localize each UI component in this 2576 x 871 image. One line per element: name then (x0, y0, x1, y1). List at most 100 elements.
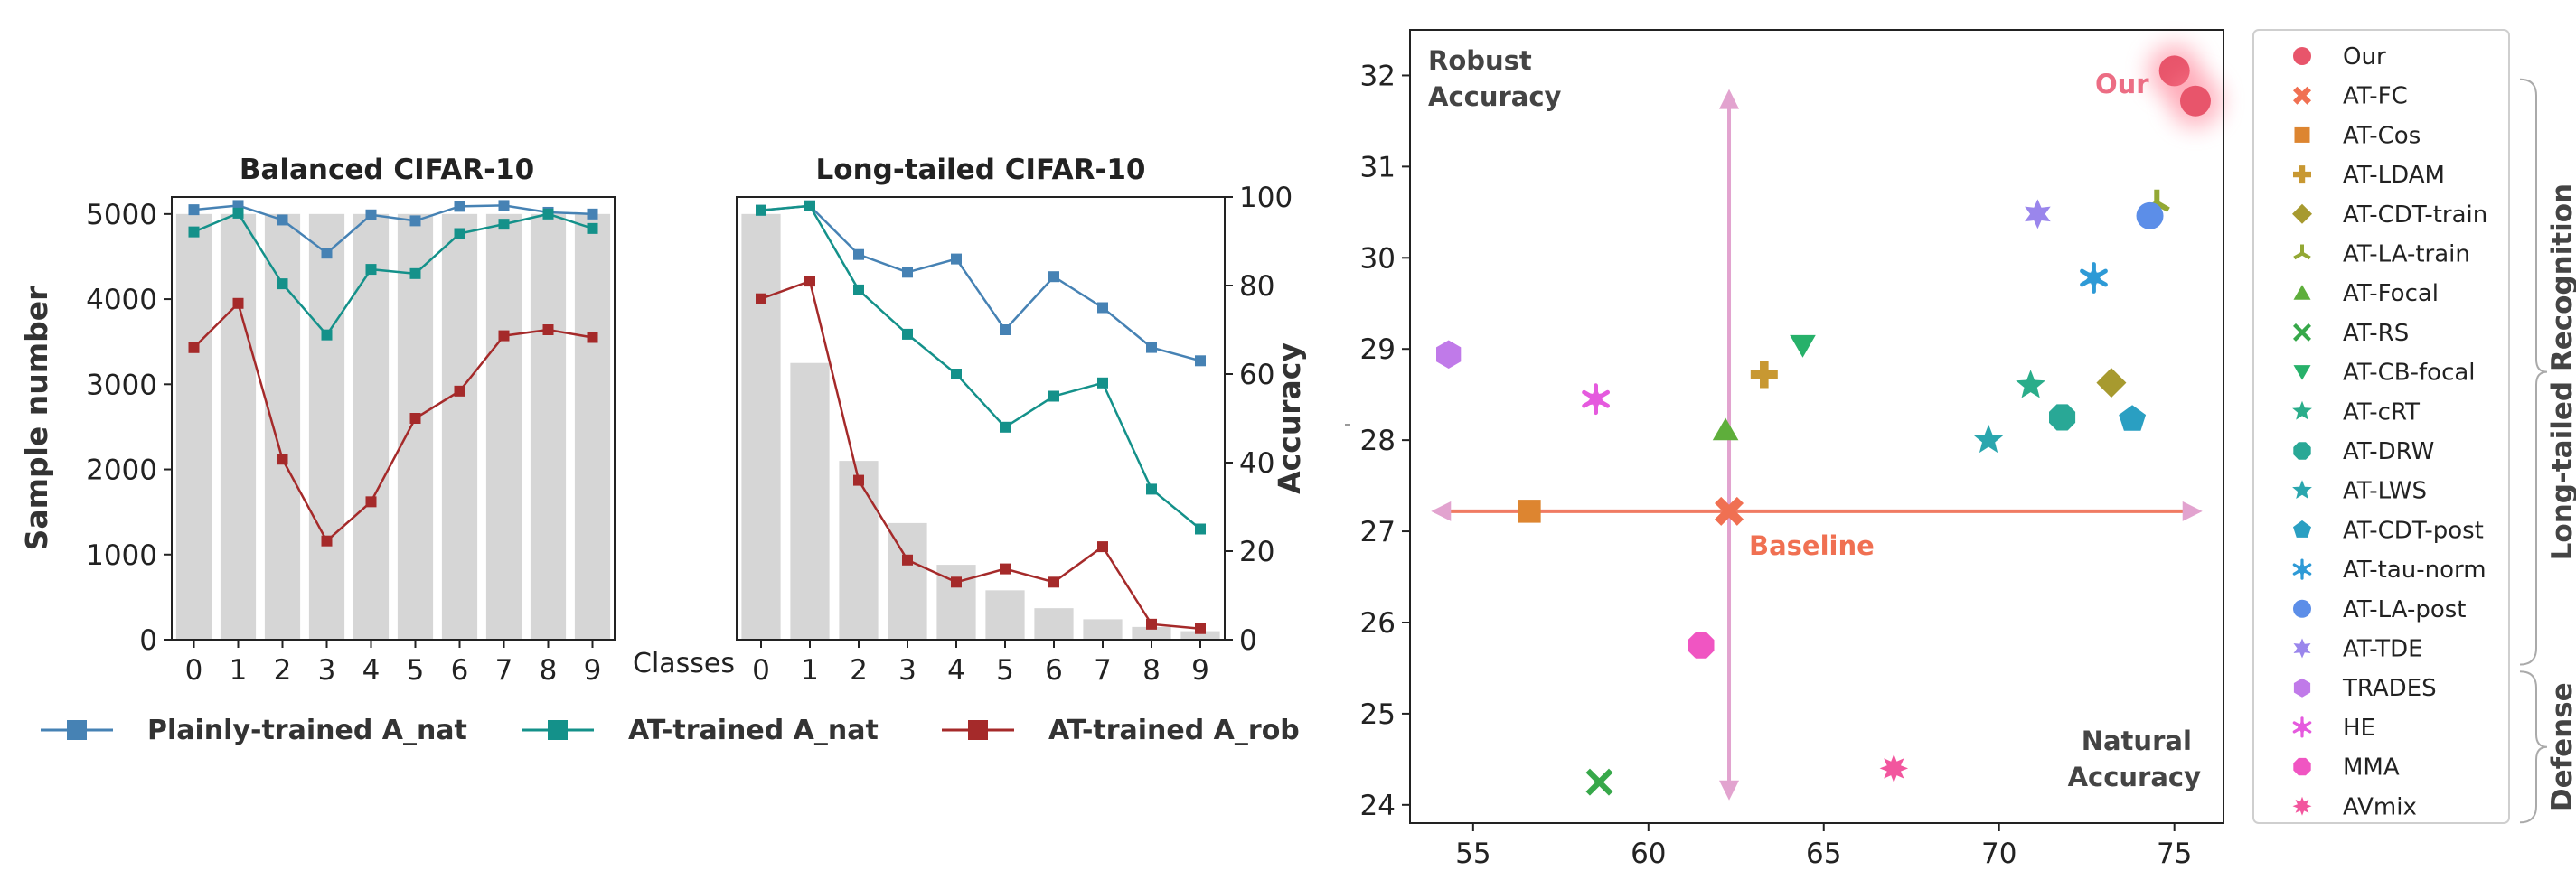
scatter-y-ticks: 24 25 26 27 28 29 30 31 32 (1345, 60, 1410, 822)
legend-marker-avmix (2292, 796, 2312, 816)
scatter-ytick-label-31: 31 (1360, 151, 1396, 183)
balanced-marker-plainly-trained-a-nat-7 (498, 200, 510, 211)
vertical-arrow-head-up (1719, 89, 1740, 109)
legend-marker-at-la-train (2293, 244, 2311, 260)
balanced-marker-plainly-trained-a-nat-4 (365, 209, 377, 220)
longtailed-y-ticks: 0 20 40 60 80 100 (1225, 182, 1293, 657)
longtailed-marker-at-trained-a-nat-1 (804, 200, 815, 211)
legend-label-at-cos: AT-Cos (2343, 122, 2421, 149)
point-at-tde-0 (2025, 199, 2051, 229)
point-at-drw-0 (2049, 404, 2076, 431)
legend-label-at-crt: AT-cRT (2343, 398, 2420, 426)
balanced-line-at-trained-a-nat (193, 211, 593, 337)
robust-accuracy-line2: Accuracy (1428, 81, 1562, 112)
balanced-y-ticks: 0 1000 2000 3000 4000 5000 (86, 199, 172, 657)
bracket-long-tailed-recognition (2519, 78, 2548, 666)
ours-annotation: Our (2095, 69, 2149, 99)
scatter-ytick-label-25: 25 (1360, 698, 1396, 731)
natural-accuracy-line1: Natural (2082, 726, 2192, 756)
legend-label-at-la-train: AT-LA-train (2343, 241, 2470, 268)
legend-label-at-trained-a-nat: AT-trained A_nat (628, 715, 879, 746)
longtailed-marker-at-trained-a-rob-3 (902, 554, 913, 566)
balanced-lines (188, 200, 598, 547)
balanced-bar-6 (441, 213, 478, 640)
longtailed-marker-at-trained-a-nat-7 (1097, 377, 1108, 389)
balanced-marker-at-trained-a-nat-3 (321, 329, 333, 341)
scatter-ytick-label-28: 28 (1360, 425, 1396, 457)
longtailed-bar-8 (1132, 626, 1171, 640)
legend-label-mma: MMA (2343, 754, 2400, 782)
balanced-marker-plainly-trained-a-nat-6 (454, 201, 465, 212)
legend-marker-at-tau-norm (2292, 558, 2312, 580)
longtailed-marker-at-trained-a-nat-3 (902, 328, 913, 340)
scatter-x-ticks: 55 60 65 70 75 (1455, 823, 2192, 870)
balanced-xtick-label-0: 0 (185, 654, 203, 687)
longtailed-xtick-label-1: 1 (801, 654, 819, 687)
scatter-chart: 24 25 26 27 28 29 30 31 32 55 60 65 70 75 Robust Acc… (1345, 29, 2224, 870)
legend-label-trades: TRADES (2342, 675, 2437, 702)
balanced-bar-0 (175, 213, 212, 640)
longtailed-bar-1 (790, 362, 830, 640)
longtailed-marker-at-trained-a-nat-2 (853, 284, 864, 295)
longtailed-y-label: Accuracy (1272, 342, 1307, 494)
balanced-bar-3 (308, 213, 345, 640)
balanced-xtick-label-2: 2 (274, 654, 292, 687)
balanced-marker-plainly-trained-a-nat-5 (409, 215, 421, 227)
legend-marker-at-cb-focal (2293, 365, 2311, 380)
scatter-plot-frame (1409, 29, 2224, 824)
scatter-ytick-label-24: 24 (1360, 790, 1396, 822)
scatter-xtick-label-75: 75 (2157, 838, 2192, 870)
balanced-marker-at-trained-a-nat-8 (542, 208, 554, 220)
balanced-marker-at-trained-a-nat-7 (498, 219, 510, 230)
longtailed-marker-at-trained-a-nat-6 (1048, 390, 1059, 402)
longtailed-marker-plainly-trained-a-nat-6 (1048, 271, 1059, 283)
vertical-arrow-head-down (1719, 780, 1740, 801)
longtailed-marker-plainly-trained-a-nat-3 (902, 267, 913, 278)
balanced-marker-plainly-trained-a-nat-0 (188, 204, 200, 216)
point-at-lws-0 (1973, 424, 2004, 454)
scatter-ytick-label-32: 32 (1360, 60, 1396, 92)
point-at-la-post-0 (2136, 201, 2164, 229)
legend-label-at-tau-norm: AT-tau-norm (2343, 557, 2487, 584)
group-label-long-tailed-recognition: Long-tailed Recognition (2546, 183, 2576, 560)
longtailed-marker-at-trained-a-rob-2 (853, 474, 864, 486)
scatter-ytick-label-30: 30 (1360, 242, 1396, 275)
balanced-bar-2 (264, 213, 301, 640)
legend-marker-at-trained-a-nat (548, 720, 568, 740)
balanced-xtick-label-8: 8 (540, 654, 558, 687)
legend-marker-trades (2293, 678, 2311, 698)
balanced-xtick-label-1: 1 (230, 654, 248, 687)
legend-group-brackets: Long-tailed Recognition Defense (2519, 78, 2576, 824)
balanced-marker-at-trained-a-rob-2 (277, 454, 288, 465)
point-he-0-core (1584, 386, 1607, 412)
balanced-bar-9 (574, 213, 611, 640)
balanced-marker-at-trained-a-rob-8 (542, 324, 554, 335)
balanced-marker-at-trained-a-rob-6 (454, 385, 465, 397)
balanced-marker-at-trained-a-rob-7 (498, 330, 510, 342)
scatter-xtick-label-55: 55 (1455, 838, 1490, 870)
legend-marker-at-drw (2293, 442, 2311, 460)
longtailed-lines (756, 200, 1206, 634)
longtailed-marker-plainly-trained-a-nat-5 (1000, 324, 1011, 335)
point-at-fc-0 (1715, 496, 1744, 526)
horizontal-arrow-head-left (1431, 501, 1452, 521)
legend-label-at-cb-focal: AT-CB-focal (2343, 360, 2476, 387)
longtailed-bar-3 (888, 522, 927, 640)
natural-accuracy-annotation: Natural Accuracy (2068, 726, 2202, 792)
longtailed-xtick-label-0: 0 (752, 654, 770, 687)
scatter-xtick-label-65: 65 (1806, 838, 1841, 870)
point-trades-0 (1436, 340, 1462, 369)
point-at-crt-0 (2016, 370, 2045, 398)
balanced-ytick-label-0: 0 (139, 624, 157, 657)
legend-marker-at-focal (2293, 285, 2311, 300)
balanced-bar-4 (353, 213, 390, 640)
legend-marker-at-lws (2292, 480, 2312, 499)
balanced-bar-1 (220, 213, 257, 640)
scatter-xtick-label-60: 60 (1631, 838, 1666, 870)
longtailed-xtick-label-6: 6 (1045, 654, 1063, 687)
longtailed-marker-at-trained-a-nat-8 (1146, 483, 1157, 495)
balanced-marker-at-trained-a-nat-5 (409, 267, 421, 279)
longtailed-plot-frame (736, 196, 1226, 641)
balanced-bars (175, 213, 611, 640)
baseline-annotation: Baseline (1749, 530, 1875, 561)
